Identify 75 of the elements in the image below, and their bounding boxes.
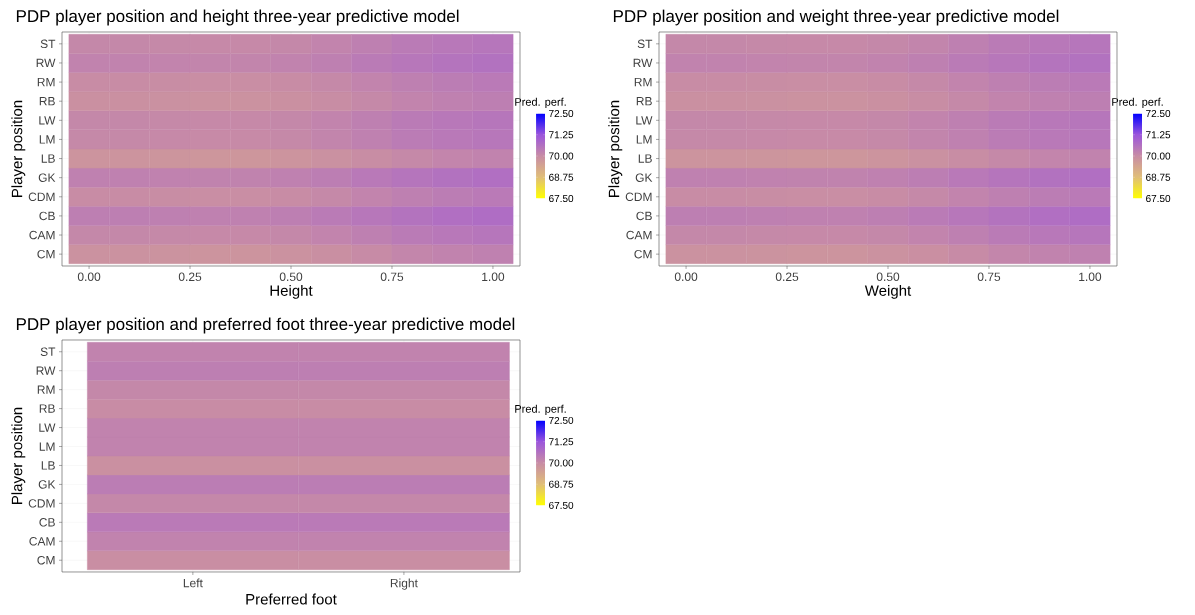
x-tick-label: 1.00 (1079, 272, 1102, 282)
y-tick-label: RB (39, 404, 55, 413)
color-bar-title: Pred. perf. (1112, 97, 1163, 108)
color-bar-label: 70.00 (549, 152, 574, 160)
x-tick-label: 0.75 (380, 272, 404, 282)
y-tick-label: RM (37, 77, 55, 87)
y-tick-label: RB (39, 97, 55, 106)
y-tick-label: CAM (29, 537, 55, 546)
y-tick-label: CM (37, 249, 55, 259)
x-axis-title: Height (270, 284, 313, 299)
color-bar-label: 72.50 (1146, 109, 1171, 118)
x-tick-label: 0.25 (178, 272, 202, 282)
y-tick-label: LB (638, 154, 652, 163)
y-tick-label: LW (39, 423, 56, 432)
color-bar-label: 67.50 (549, 194, 574, 203)
y-tick-label: RB (636, 97, 652, 106)
y-tick-label: CAM (626, 230, 652, 240)
y-tick-label: GK (38, 173, 56, 182)
color-bar-label: 67.50 (1146, 194, 1171, 203)
color-bar-label: 68.75 (549, 480, 574, 488)
y-axis-title: Player position (11, 407, 26, 504)
y-axis-title: Player position (11, 100, 26, 197)
y-tick-label: CDM (625, 192, 652, 202)
color-bar-label: 67.50 (549, 501, 574, 509)
y-tick-label: ST (637, 39, 653, 49)
x-tick-label: 1.00 (482, 272, 505, 282)
color-bar-label: 72.50 (549, 109, 574, 118)
y-tick-label: RM (634, 77, 652, 87)
color-bar-label: 70.00 (549, 459, 574, 467)
y-axis-title: Player position (608, 100, 623, 197)
x-tick-label: 0.00 (77, 272, 101, 282)
x-tick-label: 0.25 (775, 272, 799, 282)
color-bar-label: 68.75 (549, 173, 574, 181)
x-tick-label: Right (390, 578, 418, 590)
y-tick-label: LB (41, 461, 55, 470)
chart-title: PDP player position and weight three-year predictive model (613, 9, 1059, 26)
x-tick-label: 0.00 (674, 272, 698, 282)
y-tick-label: CB (39, 211, 55, 221)
color-bar-label: 71.25 (549, 438, 574, 446)
x-tick-label: Left (183, 578, 203, 588)
y-tick-label: RW (36, 366, 56, 375)
y-tick-label: ST (40, 39, 56, 49)
y-tick-label: CM (37, 555, 55, 565)
color-bar-title: Pred. perf. (515, 404, 566, 415)
color-bar-label: 72.50 (549, 416, 574, 424)
y-tick-label: CDM (28, 499, 55, 508)
y-tick-label: LM (39, 135, 55, 144)
y-tick-label: CM (634, 249, 652, 259)
color-bar-title: Pred. perf. (515, 97, 566, 108)
y-tick-label: LB (41, 154, 55, 163)
y-tick-label: LM (39, 442, 55, 451)
color-bar-label: 68.75 (1146, 173, 1171, 181)
x-tick-label: 0.50 (876, 272, 900, 282)
x-tick-label: 0.75 (977, 272, 1001, 282)
x-tick-label: 0.50 (279, 272, 303, 282)
y-tick-label: RW (633, 58, 653, 68)
color-bar-label: 70.00 (1146, 152, 1171, 160)
y-tick-label: CDM (28, 192, 55, 202)
y-tick-label: RW (36, 58, 56, 68)
x-axis-title: Preferred foot (246, 593, 337, 605)
chart-title: PDP player position and height three-year predictive model (16, 9, 459, 26)
y-tick-label: ST (40, 347, 56, 356)
chart-title: PDP player position and preferred foot three-year predictive model (16, 317, 515, 334)
y-tick-label: LW (39, 116, 56, 125)
color-bar-label: 71.25 (549, 131, 574, 139)
y-tick-label: LW (636, 116, 653, 125)
y-tick-label: RM (37, 385, 55, 394)
y-tick-label: CB (39, 518, 55, 527)
color-bar-label: 71.25 (1146, 131, 1171, 139)
y-tick-label: GK (38, 480, 56, 489)
y-tick-label: GK (635, 173, 653, 182)
y-tick-label: CB (636, 211, 652, 221)
y-tick-label: CAM (29, 230, 55, 240)
x-axis-title: Weight (864, 284, 912, 299)
y-tick-label: LM (636, 135, 652, 144)
